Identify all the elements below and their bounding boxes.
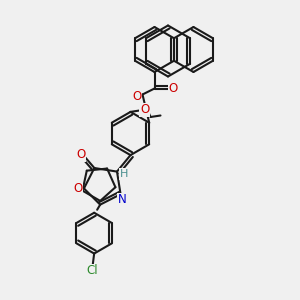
Text: O: O bbox=[133, 89, 142, 103]
Text: O: O bbox=[169, 82, 178, 95]
Text: O: O bbox=[73, 182, 83, 195]
Text: O: O bbox=[140, 103, 149, 116]
Text: N: N bbox=[118, 193, 127, 206]
Text: Cl: Cl bbox=[87, 264, 98, 277]
Text: H: H bbox=[119, 169, 128, 179]
Text: O: O bbox=[76, 148, 86, 161]
